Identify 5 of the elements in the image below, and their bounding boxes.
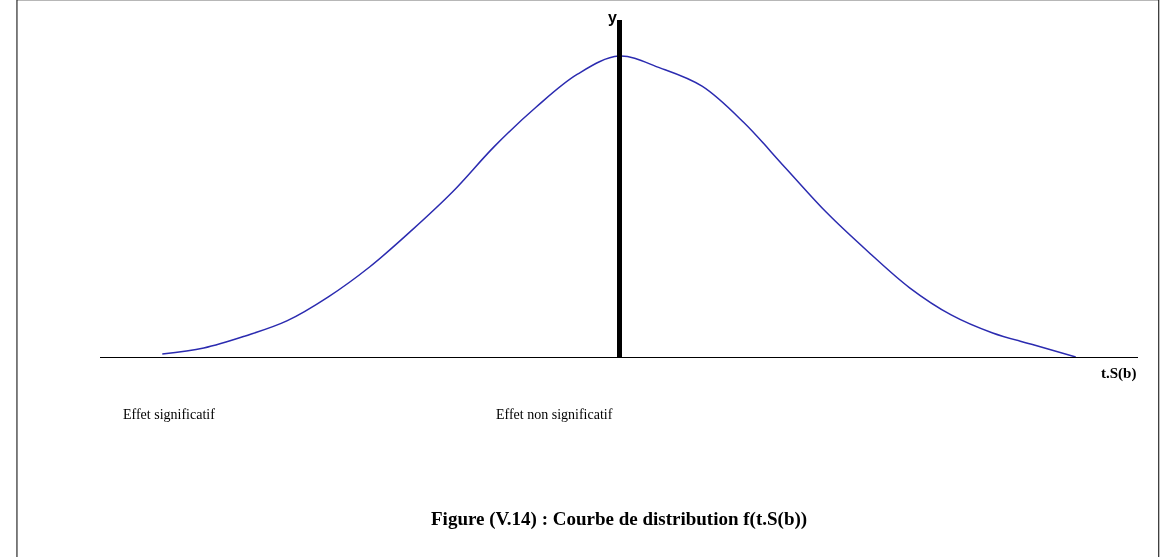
text: Effet significatif (123, 407, 216, 422)
x-axis-title: t.S(b) (1101, 365, 1137, 382)
y-axis-title: y (608, 9, 617, 26)
text: Effet non significatif (496, 407, 613, 422)
text: Figure (V.14) : Courbe de distribution f(t.S(b)) (431, 508, 808, 530)
